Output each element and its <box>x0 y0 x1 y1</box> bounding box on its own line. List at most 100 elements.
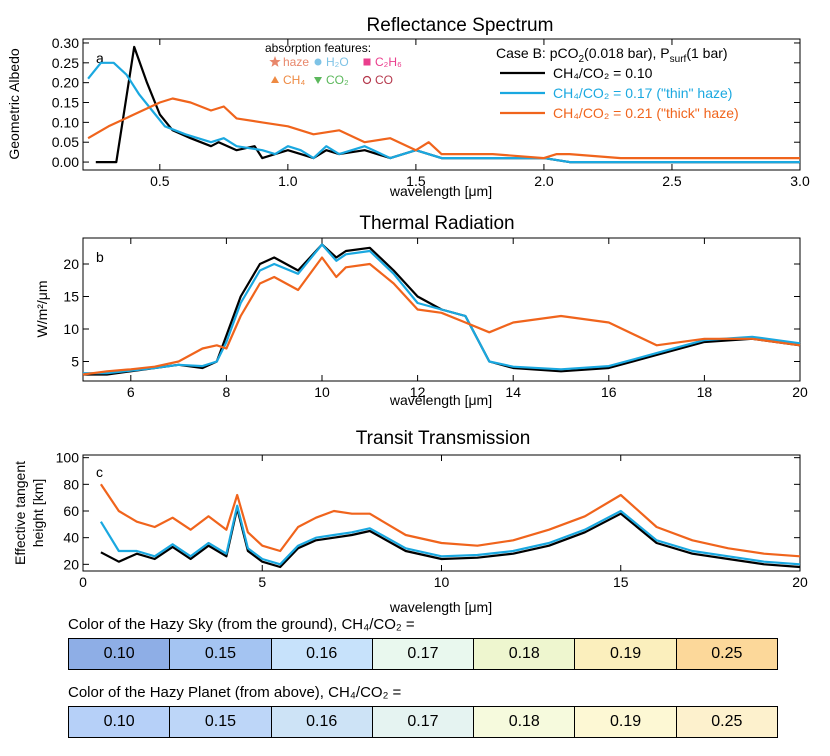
y-tick-label: 80 <box>63 476 79 492</box>
series-line <box>83 243 801 375</box>
x-tick-label: 1.0 <box>278 173 298 189</box>
absorber-label: H₂O <box>326 55 349 69</box>
panel-c-letter: c <box>96 464 103 480</box>
panel-c-ylabel-2: height [km] <box>30 479 46 547</box>
absorber-label: C₂H₆ <box>375 55 402 69</box>
panel-a-ticks: 0.5 1.0 1.5 2.0 2.5 3.0 0.00 0.05 0.10 0.15 0.20 0.… <box>52 35 810 189</box>
panel-a-ylabel: Geometric Albedo <box>6 48 22 159</box>
color-cell: 0.17 <box>372 707 475 737</box>
series-legend: CH₄/CO₂ = 0.10 CH₄/CO₂ = 0.17 ("thin" haz… <box>500 65 739 121</box>
sky-strip-label: Color of the Hazy Sky (from the ground),… <box>68 616 415 633</box>
x-tick-label: 0 <box>79 574 87 590</box>
y-tick-label: 0.10 <box>52 114 79 130</box>
absorber-label: CH₄ <box>283 73 305 87</box>
y-tick-label: 0.30 <box>52 35 79 51</box>
x-tick-label: 15 <box>613 574 629 590</box>
x-tick-label: 2.0 <box>534 173 554 189</box>
panel-b-ticks: 6 8 10 12 14 16 18 20 5 10 15 20 <box>63 238 808 400</box>
y-tick-label: 0.20 <box>52 75 79 91</box>
x-tick-label: 10 <box>314 384 330 400</box>
y-tick-label: 0.05 <box>52 134 79 150</box>
y-tick-label: 0.15 <box>52 95 79 111</box>
panel-b-frame <box>82 237 801 382</box>
legend-label: CH₄/CO₂ = 0.17 ("thin" haze) <box>553 85 732 101</box>
y-tick-label: 60 <box>63 503 79 519</box>
panel-c-series <box>99 483 801 569</box>
color-cell: 0.18 <box>474 639 576 669</box>
panel-b-ylabel: W/m²/μm <box>34 280 50 337</box>
color-cell: 0.15 <box>170 639 272 669</box>
color-cell: 0.15 <box>170 707 272 737</box>
x-tick-label: 14 <box>505 384 521 400</box>
x-tick-label: 18 <box>697 384 713 400</box>
y-tick-label: 20 <box>63 256 79 272</box>
co2-triangle-down-icon <box>314 77 322 84</box>
c2h6-square-icon <box>363 58 371 66</box>
x-tick-label: 6 <box>127 384 135 400</box>
color-cell: 0.16 <box>271 639 373 669</box>
x-tick-label: 8 <box>223 384 231 400</box>
panel-a-xlabel: wavelength [μm] <box>389 183 492 199</box>
y-tick-label: 10 <box>63 321 79 337</box>
color-cell: 0.25 <box>676 707 777 737</box>
panel-b-title: Thermal Radiation <box>359 213 514 234</box>
h2o-circle-icon <box>314 58 322 66</box>
panel-c-ylabel-1: Effective tangent <box>12 461 28 565</box>
y-tick-label: 5 <box>71 354 79 370</box>
x-tick-label: 20 <box>792 574 808 590</box>
planet-color-strip: 0.10 0.15 0.16 0.17 0.18 0.19 0.25 <box>68 706 778 738</box>
panel-a-letter: a <box>96 50 104 66</box>
x-tick-label: 16 <box>601 384 617 400</box>
series-line <box>82 256 801 376</box>
series-line <box>99 504 801 566</box>
x-tick-label: 2.5 <box>662 173 682 189</box>
panel-c-title: Transit Transmission <box>356 428 531 449</box>
x-tick-label: 12 <box>410 384 426 400</box>
y-tick-label: 0.25 <box>52 55 79 71</box>
legend-label: CH₄/CO₂ = 0.21 ("thick" haze) <box>553 105 739 121</box>
planet-strip-label: Color of the Hazy Planet (from above), C… <box>68 684 402 701</box>
absorption-title: absorption features: <box>265 41 371 55</box>
series-line <box>99 483 801 558</box>
y-tick-label: 20 <box>63 556 79 572</box>
absorber-label: haze <box>283 55 309 69</box>
color-cell: 0.18 <box>474 707 576 737</box>
haze-star-icon <box>269 56 281 67</box>
absorber-label: CO <box>375 73 393 87</box>
panel-c-ticks: 0 5 10 15 20 20 40 60 80 100 <box>56 450 808 590</box>
color-cell: 0.17 <box>372 639 475 669</box>
absorber-label: CO₂ <box>326 73 349 87</box>
color-cell: 0.16 <box>271 707 373 737</box>
panel-b-xlabel: wavelength [μm] <box>389 392 492 408</box>
panel-b-letter: b <box>96 249 104 265</box>
x-tick-label: 10 <box>434 574 450 590</box>
color-cell: 0.25 <box>676 639 777 669</box>
y-tick-label: 100 <box>56 450 80 466</box>
y-tick-label: 15 <box>63 289 79 305</box>
x-tick-label: 1.5 <box>406 173 426 189</box>
ch4-triangle-up-icon <box>271 76 279 83</box>
color-cell: 0.10 <box>69 707 171 737</box>
series-line <box>87 97 800 160</box>
x-tick-label: 20 <box>792 384 808 400</box>
series-line <box>87 61 800 164</box>
panel-b-series <box>82 243 801 376</box>
y-tick-label: 0.00 <box>52 154 79 170</box>
sky-color-strip: 0.10 0.15 0.16 0.17 0.18 0.19 0.25 <box>68 638 778 670</box>
co-open-circle-icon <box>362 75 372 85</box>
x-tick-label: 5 <box>258 574 266 590</box>
legend-label: CH₄/CO₂ = 0.10 <box>553 65 653 81</box>
x-tick-label: 3.0 <box>790 173 810 189</box>
y-tick-label: 40 <box>63 530 79 546</box>
panel-c-xlabel: wavelength [μm] <box>389 599 492 615</box>
series-line <box>100 507 801 569</box>
color-cell: 0.19 <box>575 707 677 737</box>
panel-a-frame <box>82 38 801 171</box>
panel-a-series <box>87 45 800 164</box>
case-label: Case B: pCO2(0.018 bar), Psurf(1 bar) <box>496 45 728 65</box>
x-tick-label: 0.5 <box>150 173 170 189</box>
panel-a-title: Reflectance Spectrum <box>367 15 554 36</box>
color-cell: 0.10 <box>69 639 171 669</box>
absorption-legend: haze H₂O C₂H₆ CH₄ CO₂ CO <box>269 55 402 87</box>
